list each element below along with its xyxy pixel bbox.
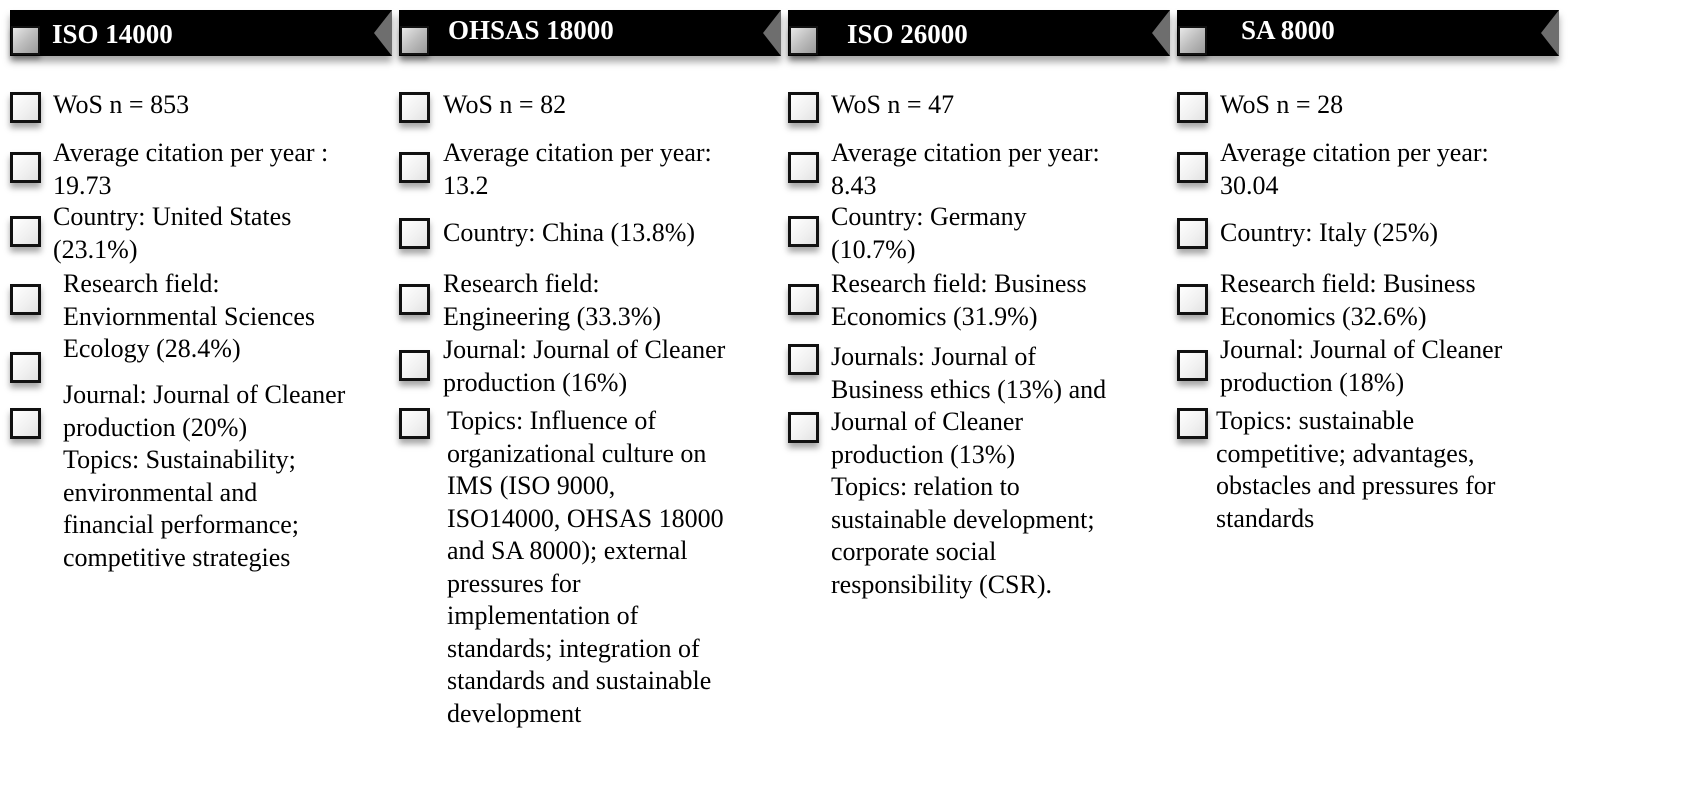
column-title: SA 8000 [1241,15,1335,45]
checkbox-icon [10,216,41,247]
item-text: Research field: Business Economics (32.6… [1220,269,1476,331]
item-text: Country: Germany (10.7%) [831,202,1027,264]
item-text: Journal: Journal of Cleaner production (… [63,380,346,572]
header-bar: ISO 26000 [788,10,1170,56]
item-text: Topics: Influence of organizational cult… [447,406,724,728]
header-bar: ISO 14000 [10,10,392,56]
item-text: WoS n = 28 [1220,90,1344,119]
item-text: Topics: sustainable competitive; advanta… [1216,406,1496,533]
bevel-endcap-icon [374,10,392,56]
item-text: Research field: Enviornmental Sciences E… [63,269,315,363]
item-text: Average citation per year: 30.04 [1220,138,1489,200]
checkbox-icon [10,284,41,315]
checkbox-icon [399,284,430,315]
column-iso-26000: ISO 26000 WoS n = 47 Average citation pe… [788,10,1180,800]
bevel-endcap-icon [1541,10,1559,56]
column-ohsas-18000: OHSAS 18000 WoS n = 82 Average citation … [399,10,791,800]
column-title: ISO 26000 [847,19,968,49]
column-title: OHSAS 18000 [448,15,614,45]
item-text: WoS n = 853 [53,90,190,119]
item-text: Research field: Business Economics (31.9… [831,269,1087,331]
column-sa-8000: SA 8000 WoS n = 28 Average citation per … [1177,10,1569,800]
column-title: ISO 14000 [52,19,173,49]
square-marker-icon [789,26,818,55]
item-text: Journals: Journal of Business ethics (13… [831,342,1107,599]
checkbox-icon [10,408,41,439]
checkbox-icon [788,216,819,247]
item-text: Average citation per year: 13.2 [443,138,712,200]
square-marker-icon [400,26,429,55]
bevel-endcap-icon [763,10,781,56]
item-text: Country: United States (23.1%) [53,202,292,264]
checkbox-icon [1177,152,1208,183]
checkbox-icon [399,408,430,439]
column-iso-14000: ISO 14000 WoS n = 853 Average citation p… [10,10,402,800]
checkbox-icon [10,352,41,383]
item-text: Country: Italy (25%) [1220,218,1439,247]
checkbox-icon [788,92,819,123]
item-text: Journal: Journal of Cleaner production (… [1220,335,1503,397]
square-marker-icon [1178,26,1207,55]
item-text: Research field: Engineering (33.3%) [443,269,662,331]
item-text: WoS n = 82 [443,90,567,119]
checkbox-icon [399,350,430,381]
checkbox-icon [399,218,430,249]
item-text: Average citation per year: 8.43 [831,138,1100,200]
item-text: Journal: Journal of Cleaner production (… [443,335,726,397]
checkbox-icon [399,152,430,183]
checkbox-icon [1177,408,1208,439]
checkbox-icon [788,344,819,375]
checkbox-icon [1177,350,1208,381]
square-marker-icon [11,26,40,55]
item-text: WoS n = 47 [831,90,955,119]
item-text: Country: China (13.8%) [443,218,696,247]
checkbox-icon [10,152,41,183]
checkbox-icon [788,284,819,315]
item-text: Average citation per year : 19.73 [53,138,329,200]
checkbox-icon [1177,284,1208,315]
checkbox-icon [1177,218,1208,249]
bevel-endcap-icon [1152,10,1170,56]
checkbox-icon [399,92,430,123]
checkbox-icon [788,152,819,183]
checkbox-icon [1177,92,1208,123]
checkbox-icon [788,412,819,443]
header-bar: SA 8000 [1177,10,1559,56]
header-bar: OHSAS 18000 [399,10,781,56]
checkbox-icon [10,92,41,123]
